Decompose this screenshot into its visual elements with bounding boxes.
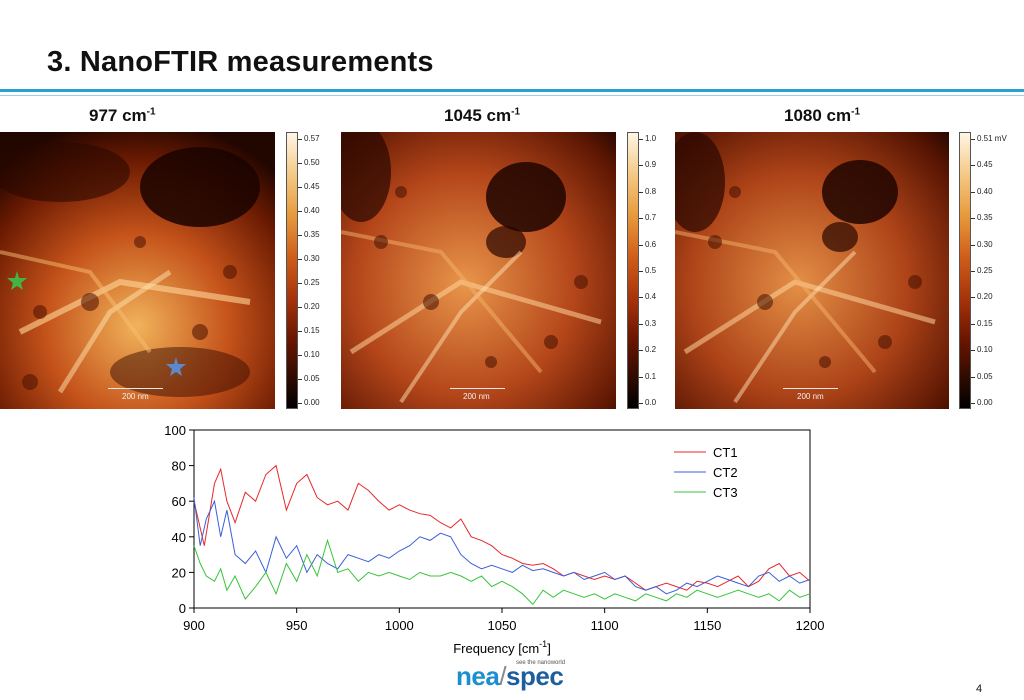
colorbar-1-tick: 0.15	[298, 326, 320, 335]
sample-image-977	[0, 132, 275, 409]
colorbar-1-tick: 0.30	[298, 254, 320, 263]
colorbar-2-tick: 0.7	[638, 213, 657, 223]
y-tick-label: 40	[172, 530, 186, 545]
colorbar-1-tick: 0.45	[298, 182, 320, 191]
colorbar-2-tick: 0.4	[638, 292, 657, 302]
x-tick-label: 1050	[488, 618, 517, 633]
series-line-ct2	[193, 497, 811, 595]
x-tick-label: 1000	[385, 618, 414, 633]
legend-label-ct3: CT3	[713, 485, 738, 500]
y-tick-label: 60	[172, 494, 186, 509]
panel-2-title: 1045 cm-1	[444, 106, 521, 125]
colorbar-3-tick: 0.35	[971, 213, 993, 223]
spectra-chart: 0 20 40 60 80 100 900 950 1000 1050 1100 1150 1200 Fr…	[150, 420, 840, 660]
colorbar-2-tick: 1.0	[638, 134, 657, 143]
x-tick-label: 1200	[796, 618, 825, 633]
star-marker-green	[7, 271, 27, 290]
neaspec-logo: nea/spec	[456, 661, 564, 691]
y-tick-label: 100	[164, 423, 186, 438]
sample-image-1045	[341, 132, 616, 409]
title-rule	[0, 89, 1024, 92]
colorbar-1-tick: 0.57	[298, 134, 320, 143]
colorbar-2-tick: 0.8	[638, 186, 657, 196]
scale-bar-1	[108, 388, 163, 389]
scale-bar-3	[783, 388, 838, 389]
colorbar-3	[959, 132, 971, 409]
colorbar-3-tick: 0.25	[971, 266, 993, 275]
x-tick-label: 900	[183, 618, 205, 633]
title-rule-thin	[0, 95, 1024, 96]
colorbar-2-tick: 0.0	[638, 398, 657, 407]
page-number: 4	[976, 683, 983, 695]
colorbar-3-tick: 0.00	[971, 398, 993, 407]
legend-label-ct1: CT1	[713, 445, 738, 460]
colorbar-1-tick: 0.35	[298, 230, 320, 239]
colorbar-3-tick: 0.15	[971, 318, 993, 328]
colorbar-2-tick: 0.3	[638, 318, 657, 328]
colorbar-3-tick: 0.30	[971, 239, 993, 249]
colorbar-1-tick: 0.25	[298, 278, 320, 287]
colorbar-2-tick: 0.5	[638, 266, 657, 275]
colorbar-3-tick: 0.20	[971, 292, 993, 302]
star-marker-blue	[166, 357, 186, 376]
scale-label-3: 200 nm	[797, 392, 824, 401]
colorbar-1-tick: 0.20	[298, 302, 320, 311]
colorbar-1-tick: 0.05	[298, 374, 320, 383]
colorbar-3-tick: 0.40	[971, 186, 993, 196]
sample-image-1080	[675, 132, 949, 409]
colorbar-2-tick: 0.2	[638, 345, 657, 355]
colorbar-1-tick: 0.00	[298, 398, 320, 407]
colorbar-2-tick: 0.9	[638, 160, 657, 170]
x-tick-label: 1100	[591, 618, 619, 633]
spectra-chart-svg: 0 20 40 60 80 100 900 950 1000 1050 1100 1150 1200 Fr…	[164, 423, 825, 656]
colorbar-1	[286, 132, 298, 409]
series-line-ct3	[193, 538, 811, 606]
x-tick-label: 950	[286, 618, 308, 633]
y-tick-label: 80	[172, 459, 186, 474]
colorbar-2	[627, 132, 639, 409]
y-tick-label: 20	[172, 565, 186, 580]
scale-label-2: 200 nm	[463, 392, 490, 401]
colorbar-1-tick: 0.40	[298, 206, 320, 215]
scale-label-1: 200 nm	[122, 392, 149, 401]
scale-bar-2	[450, 388, 505, 389]
colorbar-2-tick: 0.1	[638, 371, 657, 381]
x-tick-label: 1150	[693, 618, 721, 633]
colorbar-3-tick: 0.05	[971, 371, 993, 381]
colorbar-3-tick: 0.45	[971, 160, 993, 170]
colorbar-1-tick: 0.10	[298, 350, 320, 359]
series-line-ct1	[193, 464, 811, 591]
logo-tagline: see the nanoworld	[516, 660, 566, 666]
colorbar-3-tick: 0.10	[971, 345, 993, 355]
colorbar-2-tick: 0.6	[638, 239, 657, 249]
colorbar-1-tick: 0.50	[298, 158, 320, 167]
panel-3-title: 1080 cm-1	[784, 106, 861, 125]
x-axis-label: Frequency [cm-1]	[453, 639, 551, 656]
y-tick-label: 0	[179, 601, 186, 616]
legend-label-ct2: CT2	[713, 465, 738, 480]
panel-1-title: 977 cm-1	[89, 106, 156, 125]
slide-title: 3. NanoFTIR measurements	[47, 46, 434, 78]
colorbar-3-tick: 0.51 mV	[971, 134, 1007, 143]
